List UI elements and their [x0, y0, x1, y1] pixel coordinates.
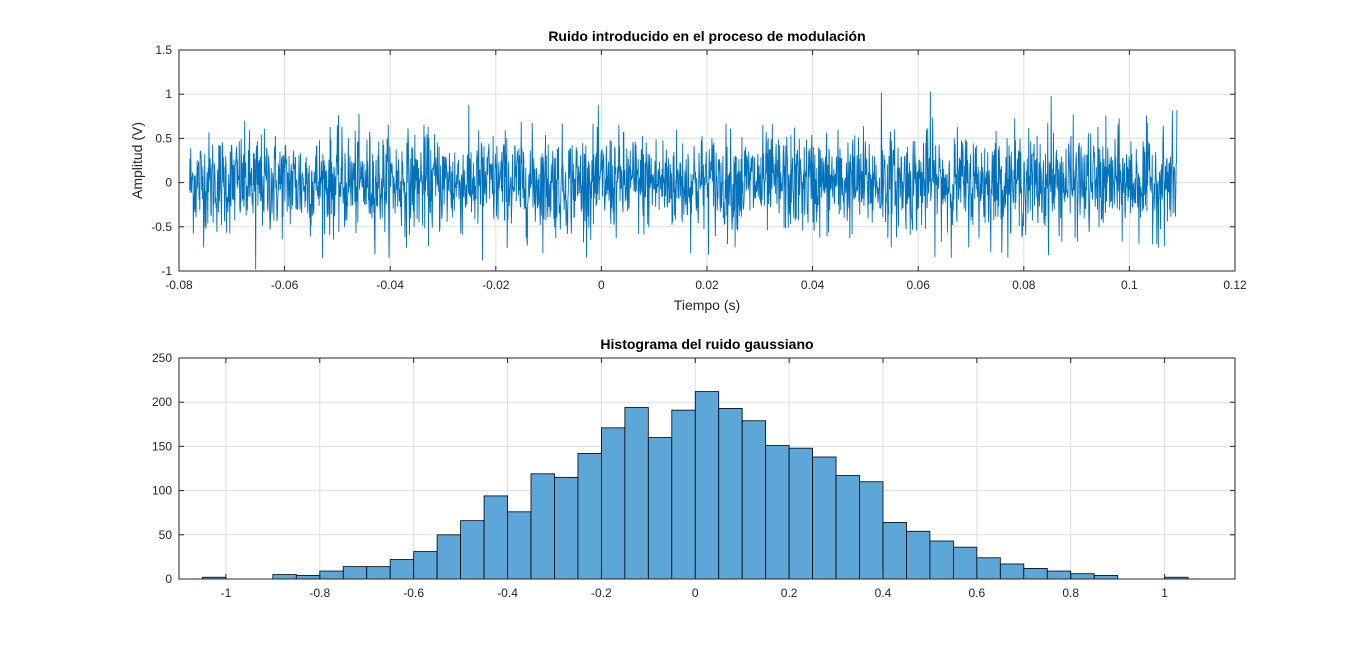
x-tick-label: -1: [221, 586, 232, 600]
y-tick-label: -1: [161, 264, 172, 278]
x-tick-label: 0.08: [1012, 278, 1036, 292]
x-tick-label: 0.02: [695, 278, 719, 292]
histogram-bar: [835, 475, 860, 580]
histogram-bar: [929, 540, 954, 580]
x-tick-label: -0.4: [497, 586, 518, 600]
x-tick-label: 0.2: [781, 586, 798, 600]
histogram-bar: [859, 481, 884, 580]
noise-y-axis-label: Amplitud (V): [129, 122, 145, 199]
y-tick-label: 250: [152, 351, 172, 365]
y-tick-label: 100: [152, 484, 172, 498]
histogram-bar: [342, 566, 368, 580]
noise-line: [189, 91, 1178, 270]
histogram-bar: [507, 511, 532, 580]
x-tick-label: 0.6: [969, 586, 986, 600]
histogram-y-ticks: 0 50 100 150 200 250: [152, 351, 1235, 586]
histogram-bar: [999, 563, 1025, 580]
noise-time-axes: -0.08 -0.06 -0.04 -0.02 0 0.02 0.04 0.06 0.08 0.1…: [129, 28, 1247, 313]
y-tick-label: 1.5: [155, 43, 172, 57]
x-tick-label: 0: [598, 278, 605, 292]
noise-series: [189, 91, 1178, 270]
histogram-bar: [1046, 570, 1072, 580]
x-tick-label: -0.08: [165, 278, 193, 292]
histogram-x-ticks: -1 -0.8 -0.6 -0.4 -0.2 0 0.2 0.4 0.6 0.8 1: [221, 358, 1168, 600]
x-tick-label: -0.2: [591, 586, 612, 600]
x-tick-label: 0.06: [907, 278, 931, 292]
y-tick-label: 0: [165, 176, 172, 190]
histogram-bar: [624, 407, 649, 580]
histogram-bar: [1070, 573, 1095, 580]
histogram-bar: [483, 495, 508, 580]
histogram-bar: [366, 566, 391, 580]
x-tick-label: 0: [692, 586, 699, 600]
x-tick-label: 0.1: [1121, 278, 1138, 292]
x-tick-label: -0.8: [309, 586, 330, 600]
noise-x-axis-label: Tiempo (s): [674, 297, 740, 313]
histogram-bar: [671, 409, 696, 580]
y-tick-label: 0: [165, 572, 172, 586]
histogram-bar: [554, 476, 579, 580]
x-tick-label: -0.02: [482, 278, 510, 292]
histogram-bar: [1023, 567, 1048, 580]
y-tick-label: 1: [165, 87, 172, 101]
histogram-bar: [601, 427, 626, 580]
histogram-bar: [718, 407, 743, 580]
x-tick-label: 0.4: [875, 586, 892, 600]
histogram-bar: [295, 575, 321, 580]
histogram-bar: [530, 473, 555, 580]
y-tick-label: 150: [152, 439, 172, 453]
histogram-bar: [413, 551, 438, 580]
histogram-bar: [694, 391, 720, 580]
y-tick-label: 0.5: [155, 131, 172, 145]
histogram-bar: [436, 534, 461, 580]
histogram-bar: [647, 437, 673, 580]
x-tick-label: 0.8: [1062, 586, 1079, 600]
histogram-bar: [389, 559, 415, 580]
histogram-bar: [319, 570, 344, 580]
histogram-bar: [953, 546, 978, 580]
x-tick-label: 0.04: [801, 278, 825, 292]
histogram-bar: [882, 522, 907, 580]
histogram-bar: [577, 453, 602, 580]
histogram-bar: [741, 420, 767, 580]
x-tick-label: -0.6: [403, 586, 424, 600]
y-tick-label: 200: [152, 395, 172, 409]
noise-chart-title: Ruido introducido en el proceso de modul…: [548, 28, 865, 44]
histogram-bar: [272, 574, 297, 580]
histogram-bar: [460, 520, 485, 580]
histogram-bar: [812, 456, 837, 580]
x-tick-label: -0.04: [377, 278, 405, 292]
histogram-bar: [1093, 575, 1119, 580]
histogram-bar: [788, 447, 814, 580]
histogram-bars: [202, 391, 1189, 580]
noise-x-ticks: -0.08 -0.06 -0.04 -0.02 0 0.02 0.04 0.06 0.08 0.1…: [165, 50, 1247, 292]
x-tick-label: 1: [1161, 586, 1168, 600]
histogram-plot-frame: [178, 357, 1236, 580]
x-tick-label: 0.12: [1223, 278, 1247, 292]
x-tick-label: -0.06: [271, 278, 299, 292]
histogram-axes: -1 -0.8 -0.6 -0.4 -0.2 0 0.2 0.4 0.6 0.8 1 0 50 100 1…: [152, 336, 1236, 600]
y-tick-label: -0.5: [151, 220, 172, 234]
histogram-bar: [906, 530, 931, 580]
y-tick-label: 50: [159, 528, 173, 542]
histogram-bar: [976, 557, 1001, 580]
histogram-chart-title: Histograma del ruido gaussiano: [600, 336, 813, 352]
noise-y-ticks: -1 -0.5 0 0.5 1 1.5: [151, 43, 1235, 278]
histogram-bar: [765, 445, 790, 580]
